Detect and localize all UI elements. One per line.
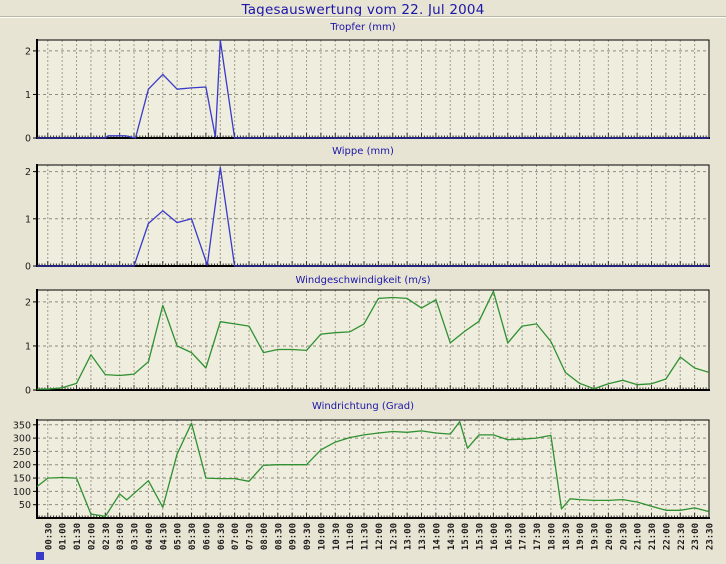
x-tick-label: 22:00: [662, 523, 672, 550]
y-tick-label: 0: [25, 262, 31, 273]
y-tick-label: 250: [13, 447, 31, 458]
y-tick-label: 300: [13, 434, 31, 445]
x-tick-label: 03:00: [116, 523, 126, 550]
x-tick-label: 09:30: [303, 523, 313, 550]
x-tick-label: 23:30: [706, 523, 716, 550]
x-tick-label: 19:30: [591, 523, 601, 550]
x-tick-label: 16:00: [490, 523, 500, 550]
x-tick-label: 06:00: [202, 523, 212, 550]
x-tick-label: 22:30: [677, 523, 687, 550]
x-tick-label: 17:30: [533, 523, 543, 550]
x-tick-label: 12:00: [375, 523, 385, 550]
series-line-0: [37, 39, 709, 139]
x-tick-label: 20:00: [605, 523, 615, 550]
x-tick-label: 11:00: [346, 523, 356, 550]
x-tick-label: 05:30: [188, 523, 198, 550]
x-tick-label: 11:30: [361, 523, 371, 550]
y-tick-label: 150: [13, 474, 31, 485]
y-tick-label: 1: [25, 90, 31, 101]
x-tick-label: 05:00: [174, 523, 184, 550]
title-divider: [0, 16, 726, 18]
plot-area-1: [37, 165, 709, 266]
x-tick-label: 01:00: [59, 523, 69, 550]
x-tick-label: 09:00: [289, 523, 299, 550]
x-tick-label: 04:30: [159, 523, 169, 550]
x-tick-label: 14:30: [447, 523, 457, 550]
x-tick-label: 15:30: [476, 523, 486, 550]
series-line-2: [37, 290, 709, 390]
chart-title-wippe: Wippe (mm): [332, 146, 394, 157]
x-tick-label: 03:30: [131, 523, 141, 550]
x-tick-label: 08:00: [260, 523, 270, 550]
y-tick-label: 50: [19, 500, 31, 511]
x-tick-label: 01:30: [73, 523, 83, 550]
x-tick-label: 14:00: [432, 523, 442, 550]
x-tick-label: 21:00: [634, 523, 644, 550]
x-tick-label: 07:00: [231, 523, 241, 550]
x-tick-label: 10:00: [317, 523, 327, 550]
y-tick-label: 1: [25, 341, 31, 352]
chart-title-windrichtung: Windrichtung (Grad): [311, 401, 415, 412]
y-tick-label: 2: [25, 297, 31, 308]
y-tick-label: 0: [25, 134, 31, 145]
x-tick-label: 13:00: [404, 523, 414, 550]
x-tick-label: 07:30: [246, 523, 256, 550]
corner-marker-icon: [36, 552, 44, 560]
x-tick-label: 19:00: [576, 523, 586, 550]
x-tick-label: 21:30: [648, 523, 658, 550]
y-tick-label: 1: [25, 214, 31, 225]
x-tick-label: 20:30: [619, 523, 629, 550]
x-tick-label: 18:30: [562, 523, 572, 550]
x-tick-label: 18:00: [547, 523, 557, 550]
x-tick-label: 16:30: [504, 523, 514, 550]
x-tick-label: 10:30: [332, 523, 342, 550]
y-tick-label: 200: [13, 460, 31, 471]
y-tick-label: 100: [13, 487, 31, 498]
plot-area-3: [37, 420, 709, 518]
y-tick-label: 2: [25, 167, 31, 178]
x-tick-label: 04:00: [145, 523, 155, 550]
x-tick-label: 15:00: [461, 523, 471, 550]
x-tick-label: 12:30: [389, 523, 399, 550]
x-tick-label: 02:30: [102, 523, 112, 550]
series-line-1: [37, 166, 709, 267]
x-tick-label: 13:30: [418, 523, 428, 550]
page-title: Tagesauswertung vom 22. Jul 2004: [241, 2, 485, 18]
y-tick-label: 0: [25, 386, 31, 397]
x-tick-label: 02:00: [87, 523, 97, 550]
x-tick-label: 17:00: [519, 523, 529, 550]
series-line-3: [37, 420, 709, 518]
x-tick-label: 00:30: [44, 523, 54, 550]
x-tick-label: 06:30: [217, 523, 227, 550]
x-tick-label: 23:00: [691, 523, 701, 550]
y-tick-label: 2: [25, 46, 31, 57]
chart-title-windgeschwindigkeit: Windgeschwindigkeit (m/s): [295, 275, 431, 286]
chart-title-tropfer: Tropfer (mm): [330, 22, 396, 33]
y-tick-label: 350: [13, 420, 31, 431]
x-tick-label: 08:30: [274, 523, 284, 550]
